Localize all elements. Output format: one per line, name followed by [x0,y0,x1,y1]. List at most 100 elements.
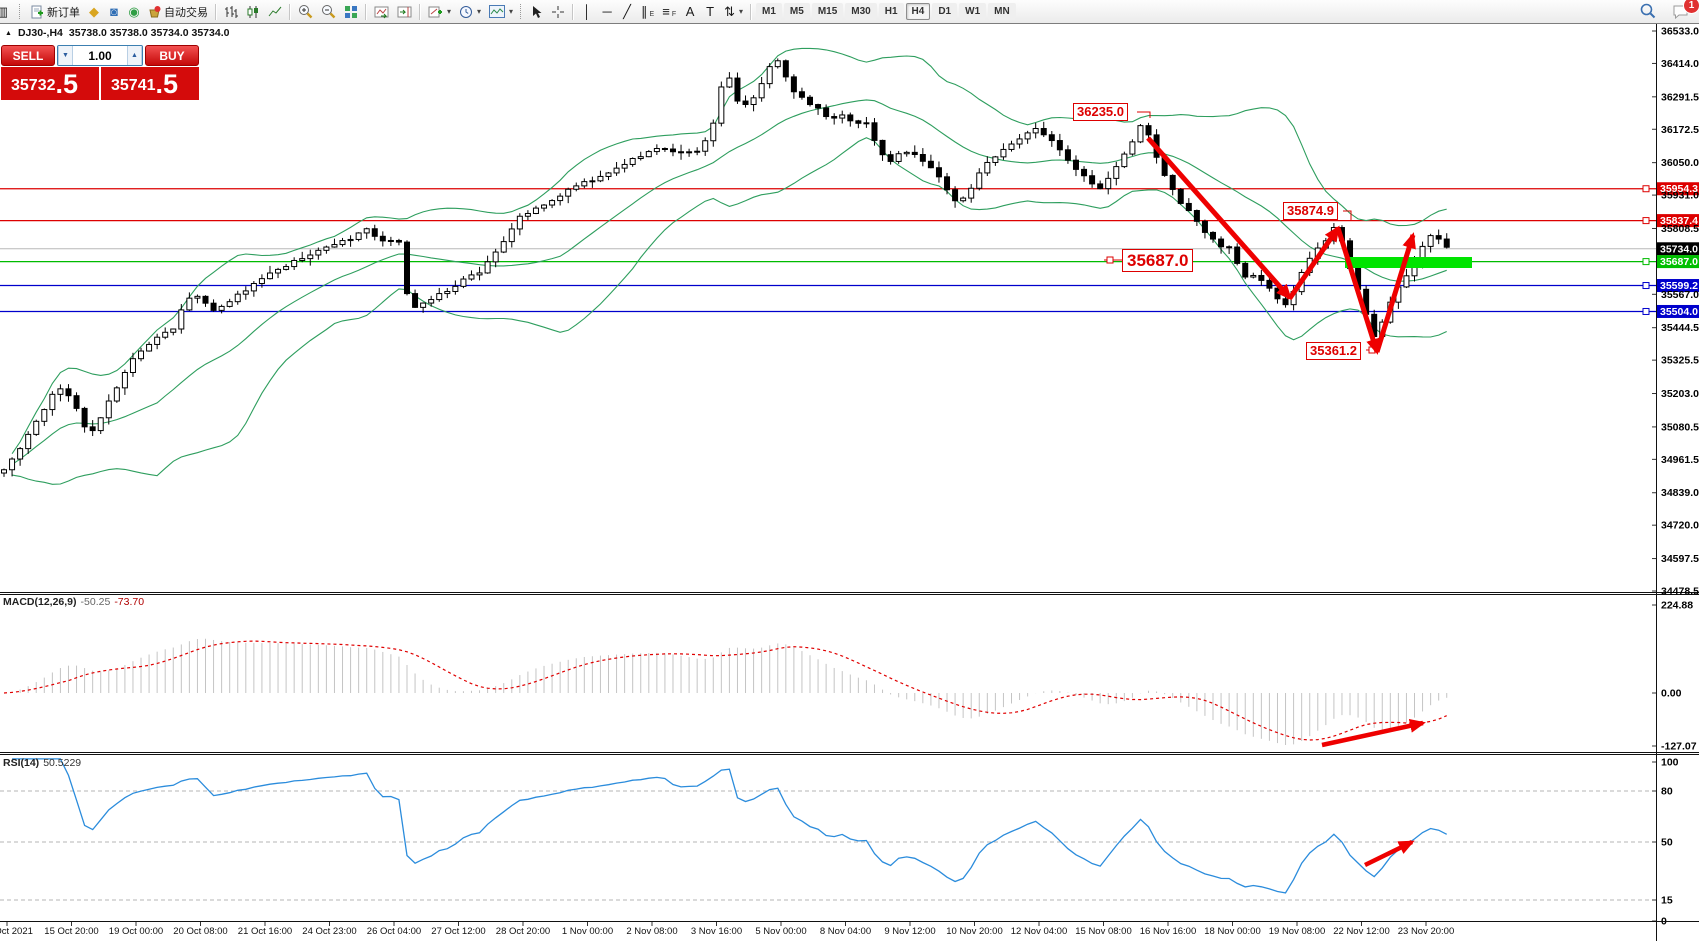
horizontal-line-tool-button[interactable]: ─ [597,2,617,22]
sell-button[interactable]: SELL [1,45,55,66]
horizontal-line-tool-icon: ─ [602,4,612,19]
zoom-out-button[interactable] [317,2,340,22]
search-icon [1640,3,1656,19]
svg-text:50: 50 [1661,837,1673,849]
svg-text:35837.4: 35837.4 [1660,215,1698,227]
period-button[interactable]: ▾ [455,2,485,22]
collapse-arrow-icon[interactable]: ▲ [5,29,12,37]
dropdown-caret-icon: ▾ [509,7,514,16]
buy-button[interactable]: BUY [145,45,199,66]
crosshair-button[interactable] [547,2,569,22]
svg-text:9 Nov 12:00: 9 Nov 12:00 [884,926,935,937]
gold-icon: ◆ [89,4,99,19]
svg-text:34961.5: 34961.5 [1661,454,1699,466]
svg-text:35080.5: 35080.5 [1661,421,1699,433]
svg-text:16 Nov 16:00: 16 Nov 16:00 [1140,926,1197,937]
timeframe-mn-button[interactable]: MN [988,3,1016,20]
community-icon: ◉ [128,4,140,19]
text-tool-button[interactable]: A [680,2,700,22]
timeframe-w1-button[interactable]: W1 [959,3,987,20]
price-annotation[interactable]: 35687.0 [1122,249,1194,272]
toolbar-grip [520,4,524,19]
toolbar-separator [572,3,575,20]
line-chart-icon [268,5,282,19]
svg-text:224.88: 224.88 [1661,600,1693,612]
dropdown-caret-icon: ▾ [739,7,744,16]
symbol-period-label: DJ30-,H4 [17,27,63,39]
macd-histogram [11,638,1448,745]
cursor-button[interactable] [527,2,547,22]
price-annotation[interactable]: 35361.2 [1306,342,1361,360]
chart-style-icon [489,5,506,18]
price-annotation[interactable]: 36235.0 [1073,103,1128,121]
timeframe-m30-button[interactable]: M30 [845,3,877,20]
buy-price[interactable]: 35741.5 [101,67,199,100]
trend-arrows [1146,136,1416,355]
svg-text:1 Nov 00:00: 1 Nov 00:00 [562,926,613,937]
equidistant-channel-tool-button[interactable]: ∥ E [637,2,658,22]
vertical-line-tool-button[interactable]: │ [577,2,597,22]
dropdown-caret-icon: ▾ [477,7,482,16]
chart-shift-button[interactable] [393,2,416,22]
toolbar-separator [419,3,421,20]
sell-price[interactable]: 35732.5 [1,67,99,100]
price-annotation[interactable]: 35874.9 [1283,202,1338,220]
svg-text:19 Oct 00:00: 19 Oct 00:00 [109,926,163,937]
bar-chart-icon [224,5,238,19]
tile-windows-button[interactable] [340,2,362,22]
svg-text:34478.5: 34478.5 [1661,586,1699,598]
svg-text:35687.0: 35687.0 [1660,256,1698,268]
volume-increase-button[interactable]: ▲ [127,46,142,65]
date-axis [6,922,1427,926]
svg-text:12 Nov 04:00: 12 Nov 04:00 [1011,926,1068,937]
volume-input[interactable] [73,46,127,65]
zoom-in-button[interactable] [294,2,317,22]
svg-text:0.00: 0.00 [1661,688,1682,700]
new-order-icon [30,5,44,19]
candlestick-button[interactable] [242,2,264,22]
svg-text:36172.5: 36172.5 [1661,124,1699,136]
timeframe-h4-button[interactable]: H4 [905,3,931,20]
volume-decrease-button[interactable]: ▼ [58,46,73,65]
svg-text:18 Nov 00:00: 18 Nov 00:00 [1204,926,1261,937]
text-label-tool-button[interactable]: T [700,2,720,22]
arrows-tool-button[interactable]: ⇅ ▾ [720,2,747,22]
svg-text:34597.5: 34597.5 [1661,553,1699,565]
timeframe-m5-button[interactable]: M5 [783,3,810,20]
search-button[interactable] [1636,1,1660,21]
gold-button[interactable]: ◆ [84,2,104,22]
timeframe-d1-button[interactable]: D1 [932,3,958,20]
svg-text:35599.2: 35599.2 [1660,280,1698,292]
fibonacci-tool-button[interactable]: ≡ F [658,2,680,22]
cursor-icon [531,5,543,19]
auto-scroll-button[interactable] [370,2,393,22]
community-button[interactable]: ◉ [124,2,144,22]
trendline-tool-button[interactable]: ╱ [617,2,637,22]
line-chart-button[interactable] [264,2,286,22]
svg-text:27 Oct 12:00: 27 Oct 12:00 [431,926,485,937]
new-order-button[interactable]: 新订单 [26,2,84,22]
svg-text:5 Nov 00:00: 5 Nov 00:00 [755,926,806,937]
price-level-lines [0,185,1656,315]
accounts-button[interactable]: ◙ [104,2,124,22]
svg-text:35931.0: 35931.0 [1661,190,1699,202]
zoom-out-icon [321,4,336,19]
notification-badge[interactable]: 1 [1683,0,1699,14]
chart-style-button[interactable]: ▾ [485,2,517,22]
timeframe-h1-button[interactable]: H1 [878,3,904,20]
auto-trading-button[interactable]: 自动交易 [144,2,212,22]
up-arrow-icon: ▲ [131,52,138,59]
price-axis [1652,30,1699,922]
timeframe-m15-button[interactable]: M15 [811,3,844,20]
svg-text:15 Nov 08:00: 15 Nov 08:00 [1075,926,1132,937]
vertical-line-tool-icon: │ [582,4,592,19]
bar-chart-button[interactable] [220,2,242,22]
add-indicator-button[interactable]: ▾ [424,2,455,22]
macd-signal-line [3,640,1447,741]
svg-text:14 Oct 2021: 14 Oct 2021 [0,926,33,937]
svg-text:35734.0: 35734.0 [1660,243,1698,255]
timeframe-m1-button[interactable]: M1 [756,3,782,20]
highlight-zone[interactable] [1345,257,1472,268]
